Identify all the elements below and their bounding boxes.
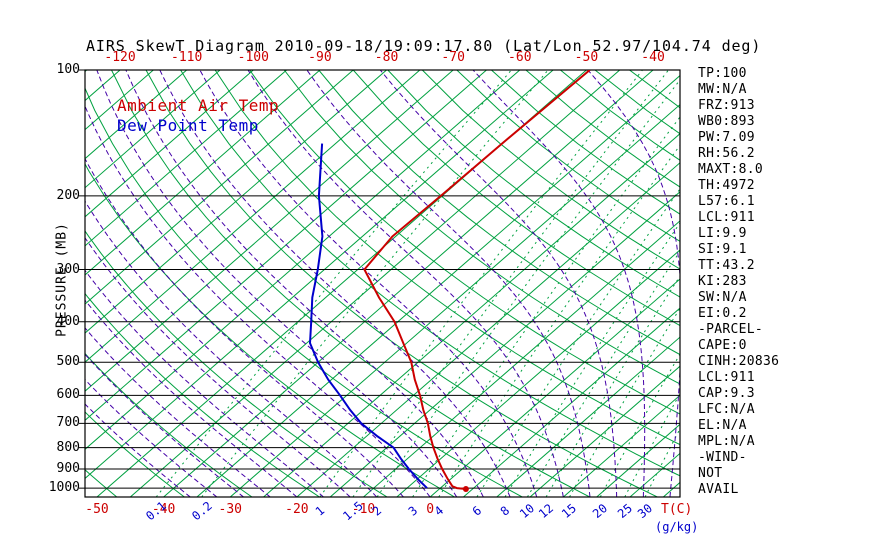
pressure-tick-label: 800 (56, 439, 80, 455)
stats-line: NOT (698, 466, 723, 481)
dry-adiabat-lines (85, 70, 680, 497)
mixing-ratio-lines (155, 70, 680, 497)
top-temp-tick-label: -90 (308, 50, 332, 65)
stats-line: CAPE:0 (698, 338, 747, 353)
bottom-temp-tick-label: -30 (218, 502, 242, 517)
top-temp-tick-label: -100 (237, 50, 269, 65)
pressure-tick-label: 1000 (48, 480, 80, 496)
plot-frame (84, 69, 681, 498)
stats-line: MAXT:8.0 (698, 162, 764, 177)
isotherm-lines (85, 70, 680, 497)
stats-line: LCL:911 (698, 370, 755, 385)
bottom-temp-tick-label: 0 (426, 502, 435, 517)
legend-dew-point-temp: Dew Point Temp (117, 116, 259, 135)
mixing-ratio-unit-label: (g/kg) (655, 520, 699, 534)
surface-temp-marker (462, 486, 469, 493)
stats-line: CAP:9.3 (698, 386, 755, 401)
stats-line: SW:N/A (698, 290, 747, 305)
pressure-tick-label: 500 (56, 354, 80, 370)
top-temp-tick-label: -40 (641, 50, 665, 65)
stats-line: MPL:N/A (698, 434, 755, 449)
stats-line: PW:7.09 (698, 130, 755, 145)
stats-line: EI:0.2 (698, 306, 747, 321)
stats-line: -PARCEL- (698, 322, 764, 337)
bottom-temp-tick-label: -20 (285, 502, 309, 517)
stats-line: TP:100 (698, 66, 747, 81)
stats-line: KI:283 (698, 274, 747, 289)
top-temp-tick-label: -50 (574, 50, 599, 65)
stats-line: LFC:N/A (698, 402, 755, 417)
stats-line: LI:9.9 (698, 226, 747, 241)
chart-title: AIRS SkewT Diagram 2010-09-18/19:09:17.8… (86, 37, 762, 55)
top-temp-tick-label: -110 (171, 50, 203, 65)
stats-line: AVAIL (698, 482, 739, 497)
top-temp-tick-label: -120 (104, 50, 136, 65)
bottom-temp-tick-label: -50 (85, 502, 109, 517)
stats-line: SI:9.1 (698, 242, 747, 257)
pressure-tick-label: 600 (56, 387, 80, 403)
pressure-tick-label: 100 (56, 62, 80, 77)
stats-line: MW:N/A (698, 82, 747, 97)
legend-ambient-air-temp: Ambient Air Temp (117, 96, 280, 115)
stats-line: WB0:893 (698, 114, 755, 129)
bottom-temp-tick-label: -10 (351, 502, 376, 517)
top-temp-tick-label: -60 (508, 50, 532, 65)
stats-line: FRZ:913 (698, 98, 755, 113)
pressure-tick-label: 700 (56, 415, 80, 431)
dewpoint-profile-line (308, 143, 428, 489)
isobar-lines (79, 69, 680, 489)
stats-line: -WIND- (698, 450, 747, 465)
stats-panel: TP:100 MW:N/A FRZ:913 WB0:893 PW:7.09 RH:56.2… (698, 66, 779, 498)
pressure-tick-label: 400 (56, 313, 80, 329)
temp-profile-line (363, 70, 591, 490)
stats-line: LCL:911 (698, 210, 755, 225)
stats-line: RH:56.2 (698, 146, 755, 161)
temp-unit-label: T(C) (661, 502, 693, 517)
top-temp-tick-label: -70 (441, 50, 465, 65)
stats-line: EL:N/A (698, 418, 747, 433)
pressure-tick-label: 200 (56, 187, 80, 203)
pressure-tick-label: 300 (56, 261, 80, 277)
top-temp-tick-label: -80 (374, 50, 399, 65)
stats-line: CINH:20836 (698, 354, 780, 369)
stats-line: TT:43.2 (698, 258, 755, 273)
pressure-tick-label: 900 (56, 461, 80, 476)
bottom-temp-tick-label: -40 (151, 502, 176, 517)
moist-adiabat-lines (85, 70, 680, 497)
stats-line: TH:4972 (698, 178, 755, 193)
stats-line: L57:6.1 (698, 194, 755, 209)
